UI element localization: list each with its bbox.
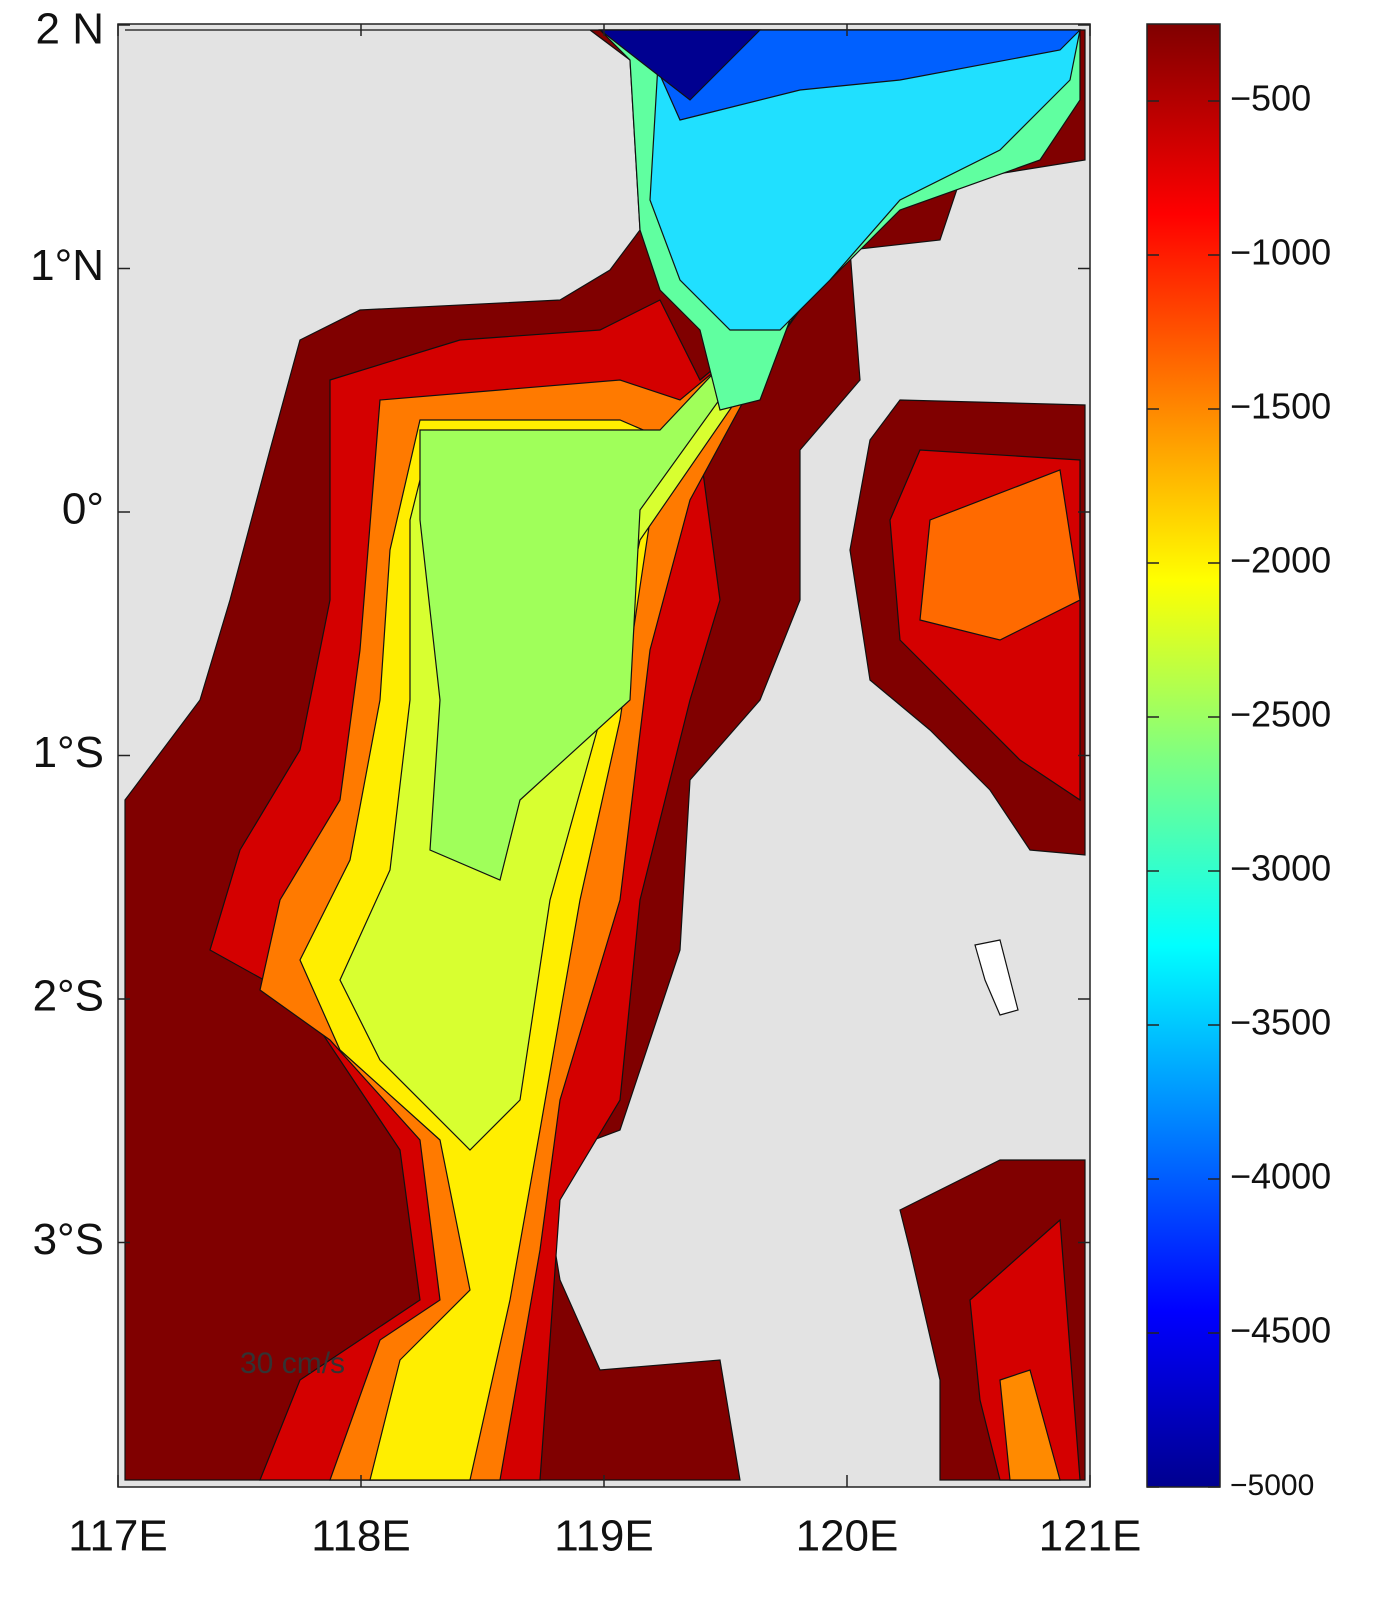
x-tick-label: 119E: [554, 1512, 654, 1561]
colorbar-label: −4500: [1230, 1310, 1331, 1351]
colorbar-label: −3500: [1230, 1002, 1331, 1043]
colorbar-label: −5000: [1230, 1469, 1314, 1502]
x-tick-label: 117E: [68, 1512, 168, 1561]
colorbar-label: −4000: [1230, 1156, 1331, 1197]
y-tick-label: 2 N: [36, 5, 104, 54]
y-tick-label: 2°S: [33, 972, 104, 1021]
map-area: [117, 23, 1091, 1488]
x-tick-label: 118E: [311, 1512, 411, 1561]
y-tick-label: 1°S: [33, 728, 104, 777]
x-tick-label: 121E: [1039, 1512, 1142, 1561]
colorbar-label: −3000: [1230, 848, 1331, 889]
colorbar: [1146, 23, 1221, 1488]
colorbar-label: −500: [1230, 78, 1311, 119]
annotation: 30 cm/s: [240, 1347, 345, 1380]
y-tick-label: 0°: [62, 485, 104, 534]
colorbar-label: −1500: [1230, 386, 1331, 427]
colorbar-label: −2500: [1230, 694, 1331, 735]
y-tick-label: 1°N: [30, 241, 104, 290]
y-tick-label: 3°S: [33, 1215, 104, 1264]
x-tick-label: 120E: [796, 1512, 899, 1561]
colorbar-label: −1000: [1230, 232, 1331, 273]
colorbar-label: −2000: [1230, 540, 1331, 581]
